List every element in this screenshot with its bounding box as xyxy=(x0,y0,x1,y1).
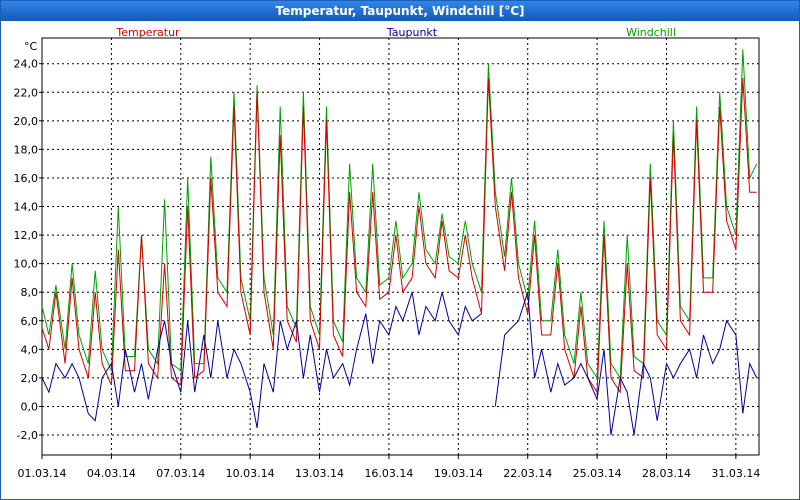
y-tick-label: 24,0 xyxy=(14,58,39,71)
x-tick-label: 01.03.14 xyxy=(18,467,67,480)
x-tick-label: 19.03.14 xyxy=(434,467,483,480)
y-tick-label: 0,0 xyxy=(21,400,39,413)
x-tick-label: 28.03.14 xyxy=(642,467,691,480)
plot-area xyxy=(41,37,760,456)
series-line-temperatur xyxy=(41,77,757,394)
series-line-windchill xyxy=(41,49,758,380)
y-axis-unit: °C xyxy=(24,40,38,53)
legend-temperatur: Temperatur xyxy=(115,26,180,39)
window-title: Temperatur, Taupunkt, Windchill [°C] xyxy=(1,1,799,21)
x-tick-label: 22.03.14 xyxy=(503,467,552,480)
x-tick-label: 16.03.14 xyxy=(364,467,413,480)
y-tick-label: 2,0 xyxy=(21,372,39,385)
y-tick-label: 22,0 xyxy=(14,86,39,99)
y-tick-label: -2,0 xyxy=(17,429,38,442)
x-tick-label: 10.03.14 xyxy=(226,467,275,480)
y-tick-label: 12,0 xyxy=(14,229,39,242)
y-tick-label: 14,0 xyxy=(14,201,39,214)
y-tick-label: 10,0 xyxy=(14,258,39,271)
y-tick-label: 20,0 xyxy=(14,115,39,128)
y-tick-label: 18,0 xyxy=(14,143,39,156)
legend-windchill: Windchill xyxy=(626,26,676,39)
y-tick-label: 4,0 xyxy=(21,343,39,356)
x-tick-label: 13.03.14 xyxy=(295,467,344,480)
x-tick-label: 31.03.14 xyxy=(711,467,760,480)
x-tick-label: 25.03.14 xyxy=(573,467,622,480)
y-tick-label: 16,0 xyxy=(14,172,39,185)
y-tick-label: 8,0 xyxy=(21,286,39,299)
x-tick-label: 07.03.14 xyxy=(156,467,205,480)
x-tick-label: 04.03.14 xyxy=(87,467,136,480)
series-line-taupunkt xyxy=(41,292,758,436)
legend-taupunkt: Taupunkt xyxy=(386,26,438,39)
y-tick-label: 6,0 xyxy=(21,315,39,328)
